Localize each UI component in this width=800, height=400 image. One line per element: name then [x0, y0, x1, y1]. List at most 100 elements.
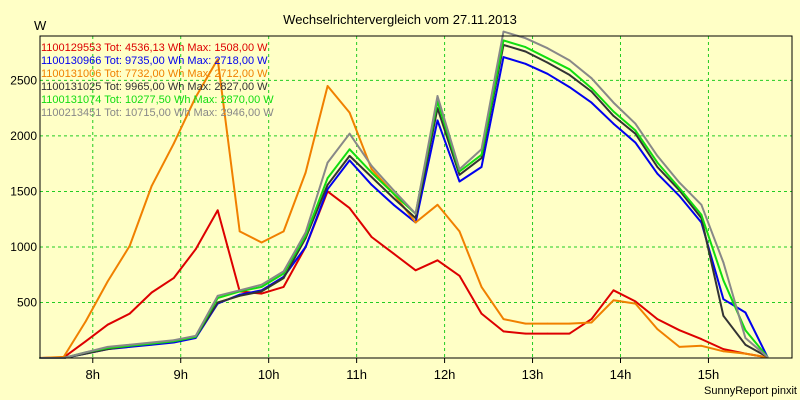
- data-point: [348, 148, 351, 151]
- data-point: [458, 170, 461, 173]
- data-point: [414, 212, 417, 215]
- y-axis-label: W: [34, 18, 47, 33]
- data-point: [766, 356, 769, 358]
- data-point: [282, 230, 285, 233]
- data-point: [282, 270, 285, 273]
- data-point: [84, 351, 87, 354]
- data-point: [678, 329, 681, 332]
- data-point: [216, 301, 219, 304]
- data-point: [348, 155, 351, 157]
- legend-entry-1100130966: 1100130966 Tot: 9735,00 Wh Max: 2718,00 …: [41, 55, 268, 67]
- data-point: [612, 110, 615, 113]
- data-point: [326, 188, 329, 191]
- data-point: [392, 203, 395, 206]
- data-point: [634, 302, 637, 305]
- data-point: [634, 122, 637, 125]
- data-point: [656, 155, 659, 157]
- data-point: [590, 101, 593, 104]
- data-point: [502, 330, 505, 333]
- grid: [40, 36, 792, 358]
- data-point: [590, 318, 593, 320]
- y-tick-label: 2500: [10, 73, 37, 87]
- data-point: [436, 259, 439, 262]
- data-point: [150, 185, 153, 187]
- data-point: [194, 96, 197, 98]
- data-point: [348, 207, 351, 210]
- x-tick-label: 14h: [610, 367, 632, 382]
- data-point: [194, 334, 197, 337]
- data-point: [172, 277, 175, 279]
- data-point: [656, 166, 659, 168]
- data-point: [656, 172, 659, 175]
- data-point: [568, 68, 571, 71]
- x-tick-label: 13h: [522, 367, 544, 382]
- data-point: [172, 142, 175, 145]
- data-point: [304, 235, 307, 237]
- data-point: [480, 153, 483, 156]
- data-point: [634, 300, 637, 303]
- data-point: [634, 132, 637, 135]
- data-point: [634, 129, 637, 132]
- x-tick-label: 10h: [258, 367, 280, 382]
- data-point: [546, 322, 549, 325]
- legend-entry-1100129553: 1100129553 Tot: 4536,13 Wh Max: 1508,00 …: [41, 42, 268, 54]
- x-axis-ticks: 8h 9h 10h 11h 12h 13h 14h 15h: [86, 358, 719, 382]
- data-point: [568, 86, 571, 88]
- data-point: [612, 289, 615, 292]
- data-point: [744, 311, 747, 314]
- data-point: [238, 294, 241, 297]
- data-point: [700, 338, 703, 340]
- data-point: [678, 346, 681, 348]
- data-point: [348, 159, 351, 162]
- data-point: [524, 322, 527, 325]
- data-point: [480, 286, 483, 288]
- data-point: [238, 289, 241, 292]
- data-point: [722, 350, 725, 353]
- data-point: [370, 176, 373, 178]
- data-point: [150, 291, 153, 294]
- data-point: [502, 56, 505, 58]
- data-point: [502, 30, 505, 33]
- y-axis-ticks: 500 1000 1500 2000 2500: [10, 73, 37, 309]
- data-point: [722, 314, 725, 317]
- data-point: [480, 166, 483, 168]
- data-point: [568, 332, 571, 335]
- data-point: [458, 173, 461, 176]
- data-point: [282, 277, 285, 279]
- legend: 1100129553 Tot: 4536,13 Wh Max: 1508,00 …: [41, 42, 274, 119]
- series-line-1100130966: [40, 56, 769, 359]
- data-point: [370, 183, 373, 186]
- data-point: [128, 312, 131, 315]
- data-point: [392, 189, 395, 192]
- data-point: [172, 339, 175, 342]
- legend-entry-1100131006: 1100131006 Tot: 7732,00 Wh Max: 2712,00 …: [41, 68, 268, 80]
- data-point: [612, 115, 615, 117]
- data-point: [414, 269, 417, 272]
- data-point: [546, 47, 549, 50]
- y-tick-label: 1000: [10, 240, 37, 254]
- series-line-1100213451: [40, 30, 769, 359]
- data-point: [370, 168, 373, 171]
- x-tick-label: 11h: [346, 367, 367, 382]
- data-point: [700, 344, 703, 347]
- data-point: [744, 329, 747, 332]
- data-point: [678, 187, 681, 190]
- data-point: [436, 203, 439, 206]
- data-point: [348, 132, 351, 135]
- data-point: [326, 85, 329, 87]
- data-point: [524, 37, 527, 40]
- data-point: [326, 177, 329, 180]
- legend-entry-1100131025: 1100131025 Tot: 9965,00 Wh Max: 2827,00 …: [41, 81, 268, 93]
- data-point: [370, 236, 373, 238]
- data-point: [260, 292, 263, 295]
- data-point: [458, 180, 461, 183]
- data-point: [722, 298, 725, 301]
- data-point: [480, 148, 483, 151]
- data-point: [216, 294, 219, 297]
- data-point: [480, 157, 483, 160]
- data-point: [546, 332, 549, 335]
- data-point: [282, 286, 285, 288]
- data-point: [414, 217, 417, 220]
